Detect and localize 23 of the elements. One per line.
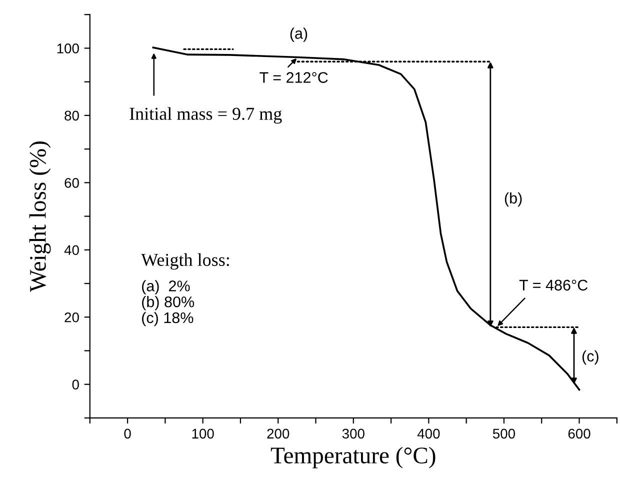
x-tick-label: 300	[342, 428, 364, 439]
annotation: (a) 2% (b) 80% (c) 18%	[142, 280, 194, 326]
annotation: T = 486°C	[519, 280, 588, 291]
y-axis-title: Weight loss (%)	[29, 142, 51, 292]
x-tick-label: 600	[568, 428, 590, 439]
annotation: (a)	[290, 28, 308, 42]
y-tick-label: 0	[72, 380, 79, 390]
x-tick-label: 100	[192, 428, 214, 439]
y-tick-label: 20	[64, 312, 79, 322]
y-tick-label: 60	[64, 178, 79, 188]
x-tick-label: 400	[417, 428, 440, 439]
annotation: T = 212°C	[260, 72, 328, 83]
x-tick-label: 500	[492, 428, 516, 439]
annotation: Weigth loss:	[141, 253, 229, 270]
x-axis-title: Temperature (°C)	[270, 446, 436, 468]
annotation: Initial mass = 9.7 mg	[130, 107, 282, 124]
y-tick-label: 40	[64, 245, 79, 256]
y-tick-label: 80	[64, 110, 79, 121]
x-tick-label: 0	[124, 428, 131, 439]
x-tick-label: 200	[267, 428, 290, 439]
y-tick-label: 100	[57, 44, 79, 54]
annotation: (c)	[582, 350, 598, 365]
annotation: (b)	[504, 192, 522, 207]
